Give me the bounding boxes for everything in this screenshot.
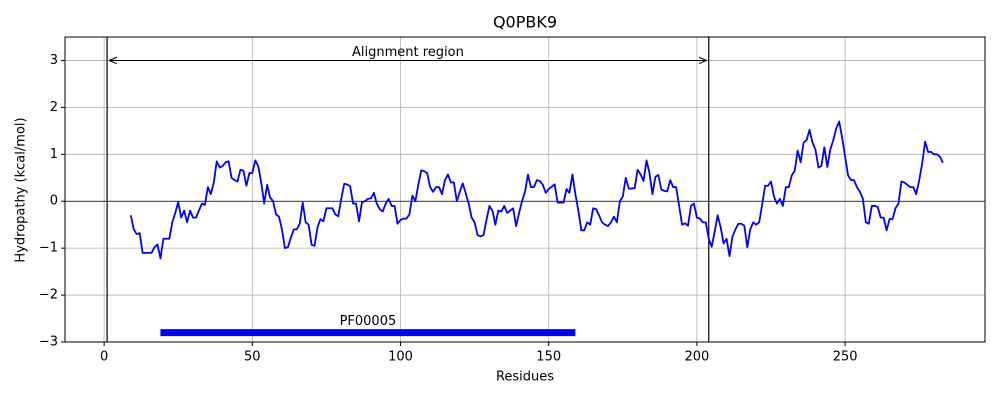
- region-label: Alignment region: [352, 45, 464, 60]
- x-tick-label: 250: [833, 350, 858, 365]
- domain-label: PF00005: [340, 314, 397, 329]
- x-tick-label: 100: [388, 350, 413, 365]
- y-tick-label: 3: [50, 53, 58, 68]
- x-tick-label: 200: [684, 350, 709, 365]
- y-tick-label: −2: [39, 288, 58, 303]
- x-axis-label: Residues: [496, 370, 554, 385]
- hydropathy-line: [129, 120, 944, 260]
- y-tick-label: −3: [39, 335, 58, 350]
- domain-bar: [160, 329, 576, 337]
- y-tick-label: 0: [50, 194, 58, 209]
- chart-title: Q0PBK9: [493, 13, 557, 32]
- x-tick-label: 50: [244, 350, 261, 365]
- x-tick-label: 0: [100, 350, 108, 365]
- y-tick-label: 2: [50, 100, 58, 115]
- x-tick-label: 150: [536, 350, 561, 365]
- y-tick-label: −1: [39, 241, 58, 256]
- y-tick-label: 1: [50, 147, 58, 162]
- plot-frame: [64, 36, 986, 343]
- y-axis-label: Hydropathy (kcal/mol): [14, 117, 29, 262]
